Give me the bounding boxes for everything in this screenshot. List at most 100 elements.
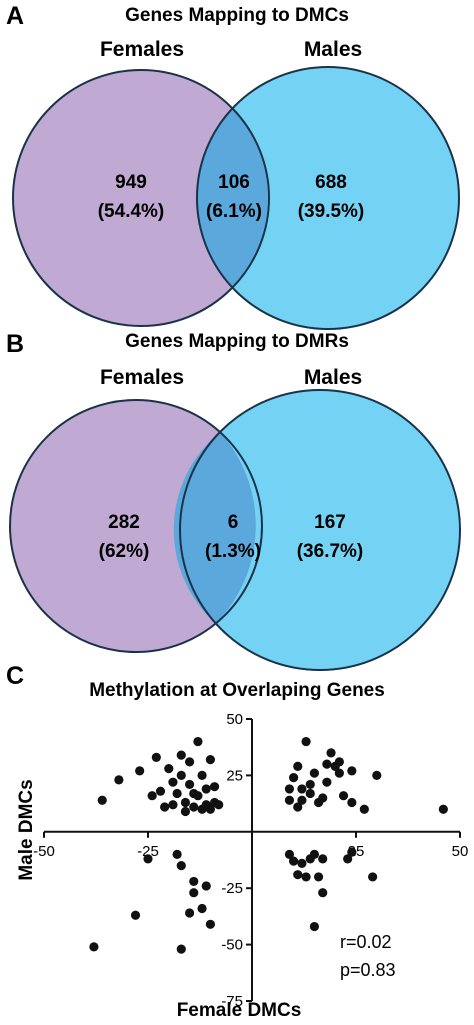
scatter-point bbox=[168, 777, 178, 787]
scatter-point bbox=[368, 872, 378, 882]
scatter-point bbox=[147, 791, 157, 801]
scatter-point bbox=[289, 856, 299, 866]
scatter-point bbox=[309, 768, 319, 778]
scatter-point bbox=[205, 755, 215, 765]
x-tick-label: -50 bbox=[33, 843, 55, 860]
scatter-point bbox=[305, 788, 315, 799]
panel-b-females-label: Females bbox=[100, 366, 184, 389]
panel-b-males-pct: (36.7%) bbox=[297, 541, 364, 562]
panel-b-title: Genes Mapping to DMRs bbox=[125, 331, 349, 352]
scatter-point bbox=[313, 872, 324, 882]
panel-c: C Methylation at Overlaping Genes -50 -25… bbox=[6, 662, 468, 1021]
scatter-point bbox=[176, 770, 186, 781]
panel-a-females-circle bbox=[13, 70, 269, 326]
scatter-point bbox=[343, 854, 353, 864]
panel-a-males-label: Males bbox=[304, 38, 362, 61]
scatter-point bbox=[114, 775, 124, 785]
scatter-point bbox=[185, 779, 195, 790]
scatter-point bbox=[301, 872, 311, 882]
y-tick-label: -75 bbox=[221, 993, 243, 1010]
panel-b-overlap-count: 6 bbox=[228, 512, 239, 533]
scatter-point bbox=[189, 888, 199, 898]
scatter-point bbox=[168, 800, 178, 810]
x-axis-label: Female DMCs bbox=[177, 1000, 302, 1021]
scatter-point bbox=[293, 870, 303, 880]
panel-b-overlap-region bbox=[173, 432, 256, 624]
scatter-point bbox=[318, 793, 328, 803]
scatter-point bbox=[293, 761, 303, 771]
scatter-point bbox=[189, 876, 199, 887]
scatter-point bbox=[172, 849, 182, 859]
panel-a-title: Genes Mapping to DMCs bbox=[125, 5, 349, 26]
scatter-point bbox=[309, 921, 319, 932]
x-tick-label: -25 bbox=[137, 843, 159, 860]
panel-a-overlap-count: 106 bbox=[218, 172, 250, 193]
scatter-point bbox=[334, 768, 344, 778]
scatter-point bbox=[176, 861, 186, 871]
panel-a-males-outline bbox=[196, 66, 460, 330]
scatter-point bbox=[89, 942, 99, 952]
scatter-point bbox=[318, 888, 328, 898]
scatter-point bbox=[164, 764, 174, 774]
scatter-point bbox=[293, 802, 303, 812]
y-axis-label: Male DMCs bbox=[16, 779, 37, 880]
scatter-point bbox=[130, 910, 141, 920]
panel-b-females-pct: (62%) bbox=[99, 541, 150, 562]
y-tick-label: -50 bbox=[221, 937, 243, 954]
panel-c-letter: C bbox=[6, 662, 24, 690]
panel-b-males-circle bbox=[180, 390, 460, 670]
scatter-point bbox=[205, 804, 215, 814]
correlation-p: p=0.83 bbox=[340, 960, 396, 980]
scatter-point bbox=[359, 804, 369, 814]
scatter-point bbox=[193, 736, 203, 747]
scatter-point bbox=[372, 770, 382, 781]
scatter-point bbox=[155, 786, 166, 796]
scatter-axes: -50-2525505025-25-50-75 bbox=[33, 711, 468, 1010]
scatter-point bbox=[326, 748, 336, 758]
scatter-point bbox=[197, 903, 207, 914]
scatter-point bbox=[185, 757, 195, 767]
scatter-point bbox=[284, 795, 295, 805]
panel-a-males-count: 688 bbox=[315, 172, 347, 193]
scatter-point bbox=[284, 784, 295, 794]
scatter-point bbox=[176, 750, 186, 760]
panel-c-title: Methylation at Overlaping Genes bbox=[89, 680, 385, 701]
scatter-point bbox=[97, 795, 107, 805]
scatter-point bbox=[201, 784, 211, 794]
scatter-point bbox=[347, 847, 357, 857]
panel-a-females-count: 949 bbox=[115, 172, 147, 193]
scatter-point bbox=[289, 773, 299, 783]
scatter-point bbox=[135, 766, 145, 776]
x-tick-label: 50 bbox=[452, 843, 469, 860]
scatter-point bbox=[338, 791, 349, 801]
panel-a-males-pct: (39.5%) bbox=[298, 201, 365, 222]
scatter-point bbox=[347, 797, 357, 808]
panel-b: B Genes Mapping to DMRs Females Males 28… bbox=[6, 330, 461, 671]
scatter-point bbox=[176, 944, 186, 954]
panel-b-males-outline bbox=[179, 389, 461, 671]
scatter-point bbox=[189, 802, 199, 812]
scatter-point bbox=[205, 919, 215, 929]
scatter-point bbox=[172, 788, 182, 799]
panel-b-overlap-pct: (1.3%) bbox=[205, 541, 261, 562]
panel-a-letter: A bbox=[6, 2, 24, 30]
scatter-point bbox=[318, 854, 328, 864]
scatter-point bbox=[284, 849, 295, 859]
scatter-point bbox=[180, 797, 191, 808]
panel-a: A Genes Mapping to DMCs Females Males 94… bbox=[6, 2, 460, 330]
y-tick-label: -25 bbox=[221, 880, 243, 897]
scatter-point bbox=[143, 854, 153, 864]
y-tick-label: 50 bbox=[226, 711, 243, 728]
scatter-point bbox=[151, 752, 161, 762]
y-tick-label: 25 bbox=[226, 767, 243, 784]
scatter-point bbox=[297, 784, 307, 794]
panel-b-letter: B bbox=[6, 330, 24, 358]
panel-b-males-label: Males bbox=[304, 366, 362, 389]
panel-a-overlap-region bbox=[195, 108, 268, 288]
scatter-points bbox=[89, 736, 448, 954]
scatter-point bbox=[209, 782, 220, 792]
panel-b-males-count: 167 bbox=[314, 512, 346, 533]
panel-a-females-outline bbox=[12, 69, 270, 327]
scatter-point bbox=[297, 795, 307, 805]
